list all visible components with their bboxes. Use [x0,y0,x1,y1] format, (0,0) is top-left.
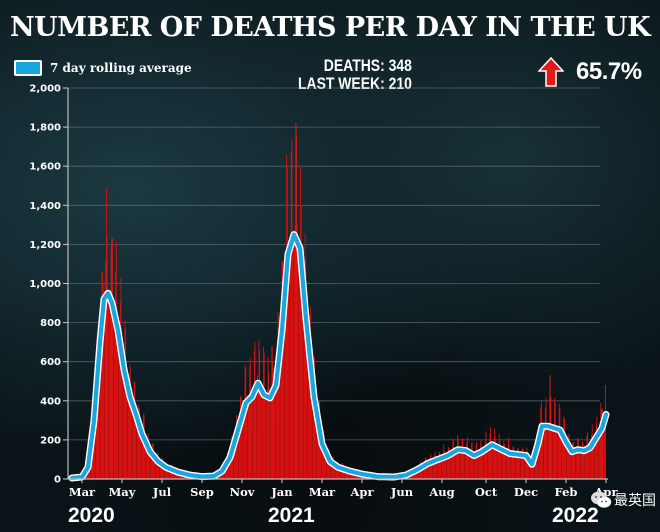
watermark-text: 最英国 [614,493,656,509]
x-tick-label: Apr [349,485,374,499]
x-tick-label: Jan [270,485,293,499]
x-tick-label: Oct [475,485,498,499]
x-tick-label: Mar [69,485,96,499]
y-tick-label: 1,400 [29,201,61,212]
y-tick-label: 0 [54,475,61,486]
deaths-stat: DEATHS: 348 [323,56,412,75]
legend-label: 7 day rolling average [50,61,192,75]
chart-title: NUMBER OF DEATHS PER DAY IN THE UK [9,12,651,43]
y-tick-label: 200 [40,435,61,446]
y-tick-label: 2,000 [29,84,61,95]
y-tick-label: 800 [40,318,61,329]
y-tick-label: 1,000 [29,279,61,290]
y-tick-label: 600 [40,357,61,368]
x-tick-label: Nov [230,485,255,499]
y-tick-label: 1,200 [29,240,61,251]
legend-swatch-rolling-average [14,60,42,76]
x-tick-label: Jun [390,485,414,499]
x-tick-label: Mar [309,485,336,499]
wechat-icon [591,491,612,508]
watermark: 最英国 [590,490,656,510]
x-tick-label: Feb [555,485,578,499]
change-percent: 65.7% [576,58,642,85]
y-tick-label: 1,800 [29,123,61,134]
year-label: 2021 [268,504,315,527]
rolling-average-line [69,232,609,481]
x-tick-label: Dec [514,485,538,499]
deaths-area [72,229,606,479]
year-label: 2022 [552,504,599,527]
grid-lines [68,87,600,441]
x-tick-label: May [109,485,136,499]
x-tick-label: Aug [428,485,454,499]
year-label: 2020 [68,504,115,527]
legend: 7 day rolling average [14,60,192,76]
y-tick-label: 1,600 [29,162,61,173]
arrow-up-icon [538,57,564,87]
rolling-average-outline [68,231,610,482]
line-layer [68,231,610,482]
bars-layer [72,123,606,479]
y-tick-label: 400 [40,396,61,407]
x-tick-label: Jul [152,485,172,499]
x-tick-label: Sep [190,485,214,499]
